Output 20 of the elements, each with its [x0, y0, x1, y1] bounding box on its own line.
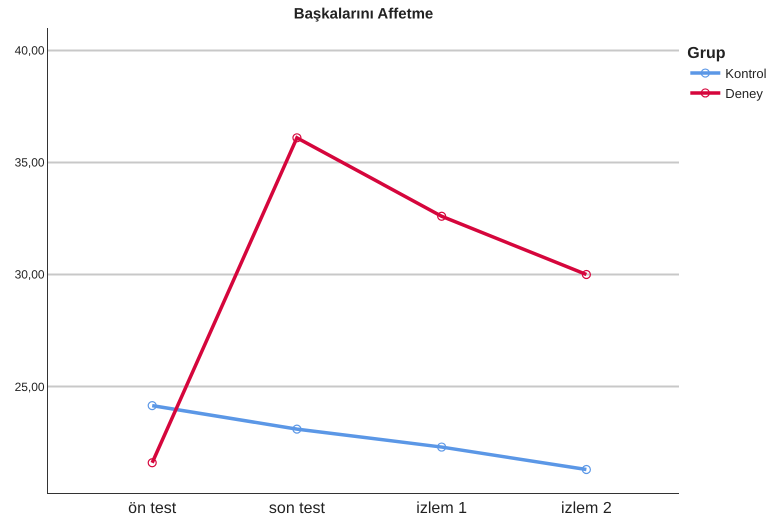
x-tick-label: izlem 2 [561, 500, 612, 518]
point [437, 442, 446, 452]
y-tick-label: 25,00 [14, 380, 45, 394]
y-tick-label: 40,00 [14, 44, 45, 58]
x-tick-label: ön test [128, 500, 177, 518]
point [148, 458, 157, 468]
point [148, 401, 157, 410]
point [292, 424, 302, 434]
x-tick-label: izlem 1 [416, 500, 468, 518]
legend-title: Grup [687, 45, 726, 62]
x-tick-label: son test [268, 500, 326, 518]
point [437, 212, 446, 221]
point [582, 464, 591, 474]
legend-label: Kontrol [725, 66, 767, 82]
point [292, 133, 302, 142]
point [582, 270, 591, 280]
y-tick-label: 35,00 [14, 156, 45, 170]
legend-label: Deney [725, 86, 764, 102]
chart-title: Başkalarını Affetme [294, 5, 434, 22]
y-tick-label: 30,00 [14, 268, 45, 282]
